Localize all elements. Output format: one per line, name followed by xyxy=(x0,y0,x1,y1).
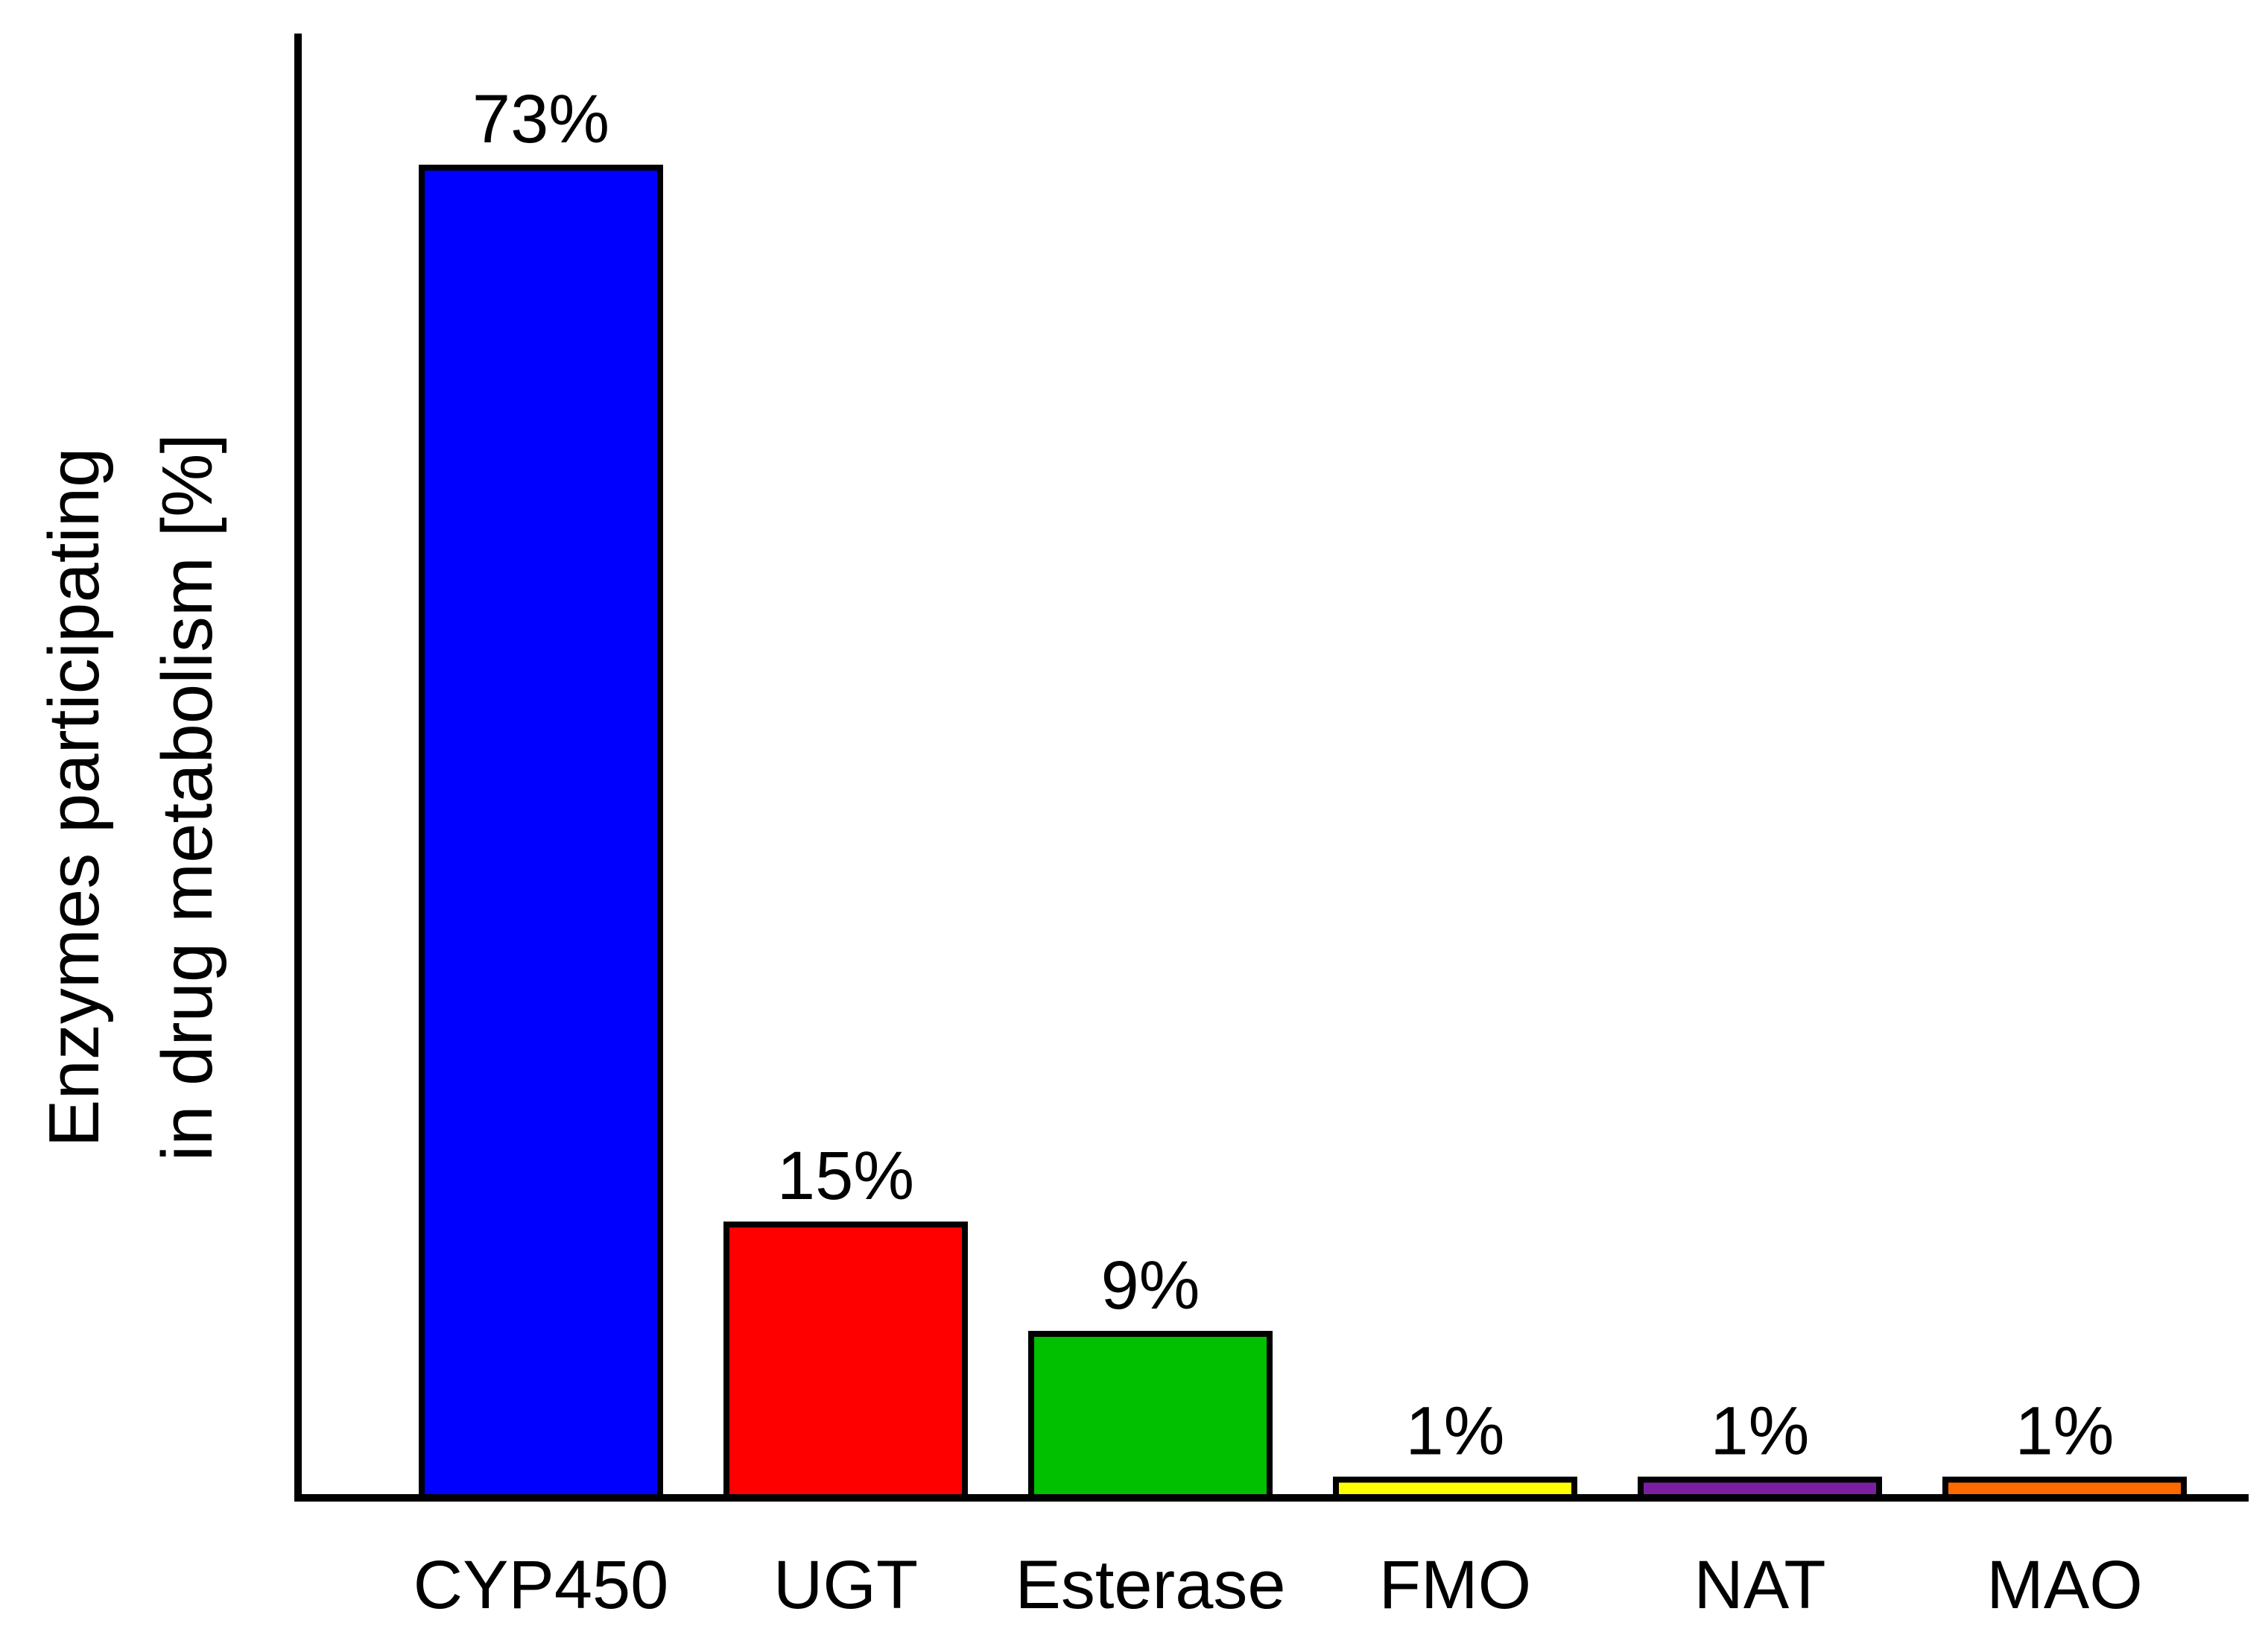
tick-label-ugt: UGT xyxy=(773,1547,918,1623)
bar-ugt xyxy=(723,1221,968,1502)
x-tick-labels: CYP450 UGT Esterase FMO NAT MAO xyxy=(414,1547,2143,1623)
y-axis-label-line-2: in drug metabolism [%] xyxy=(148,434,227,1161)
bar-cyp450 xyxy=(419,165,663,1501)
tick-label-nat: NAT xyxy=(1694,1547,1825,1623)
data-label-mao: 1% xyxy=(2015,1394,2115,1470)
tick-label-fmo: FMO xyxy=(1379,1547,1531,1623)
y-axis-label-line-1: Enzymes participating xyxy=(34,447,114,1147)
data-label-fmo: 1% xyxy=(1406,1394,1505,1470)
bar-esterase xyxy=(1028,1330,1273,1502)
tick-label-mao: MAO xyxy=(1986,1547,2143,1623)
data-label-nat: 1% xyxy=(1711,1394,1810,1470)
tick-label-cyp450: CYP450 xyxy=(414,1547,669,1623)
bars xyxy=(419,165,2187,1502)
data-label-ugt: 15% xyxy=(777,1138,914,1214)
data-label-esterase: 9% xyxy=(1101,1247,1200,1323)
data-label-cyp450: 73% xyxy=(472,81,609,157)
data-labels: 73% 15% 9% 1% 1% 1% xyxy=(472,81,2115,1470)
y-axis-label: Enzymes participating in drug metabolism… xyxy=(34,434,227,1161)
tick-label-esterase: Esterase xyxy=(1015,1547,1285,1623)
